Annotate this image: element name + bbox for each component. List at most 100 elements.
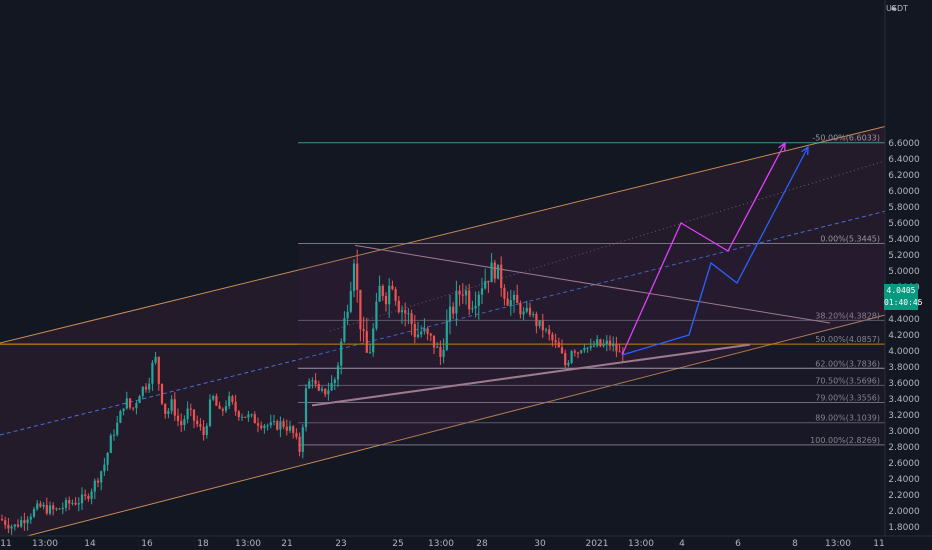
candle-body <box>519 303 522 315</box>
candle-body <box>106 452 109 465</box>
candle-body <box>100 471 103 483</box>
candle-body <box>554 340 557 343</box>
last-price-tag: 4.0405 01:40:45 <box>884 284 923 310</box>
candle-body <box>493 262 496 279</box>
candle-body <box>471 308 474 310</box>
fib-level-label: 70.50%(3.5696) <box>815 376 880 385</box>
candle-body <box>285 426 288 431</box>
x-tick-label: 13:00 <box>825 539 851 549</box>
candle-body <box>413 323 416 337</box>
candle-body <box>461 294 464 296</box>
candle-body <box>436 346 439 348</box>
candle-body <box>64 500 68 508</box>
y-tick-label: 6.0000 <box>888 187 920 197</box>
y-tick-label: 3.6000 <box>888 379 920 389</box>
candle-body <box>583 348 586 351</box>
candle-body <box>45 504 48 514</box>
candle-body <box>234 401 237 412</box>
candle-body <box>68 500 71 504</box>
candle-body <box>109 435 112 453</box>
candle-body <box>128 398 132 408</box>
candle-body <box>292 426 295 434</box>
candle-body <box>512 294 516 301</box>
candle-body <box>580 350 583 353</box>
candle-body <box>391 285 394 290</box>
candle-body <box>61 507 64 510</box>
blue-projection-arrowhead <box>801 145 809 156</box>
candle-body <box>138 396 141 404</box>
candle-body <box>7 524 10 529</box>
candle-body <box>39 503 42 507</box>
channel-inner-line <box>329 160 887 332</box>
candle-body <box>362 329 365 332</box>
candle-body <box>298 436 301 452</box>
x-tick-label: 25 <box>392 539 403 549</box>
candle-body <box>400 310 404 313</box>
candle-body <box>205 426 208 436</box>
candle-body <box>378 285 381 302</box>
channel-fill <box>0 115 932 543</box>
candle-body <box>586 347 589 349</box>
candle-body <box>541 320 544 331</box>
candle-body <box>77 503 80 505</box>
candle-body <box>372 328 375 353</box>
x-tick-label: 6 <box>735 539 741 549</box>
y-tick-label: 3.4000 <box>888 395 920 405</box>
candle-body <box>496 264 500 279</box>
candle-body <box>87 495 90 499</box>
x-tick-label: 2021 <box>586 539 609 549</box>
candle-body <box>272 421 276 423</box>
candle-body <box>340 341 343 366</box>
candle-body <box>135 403 138 409</box>
candle-body <box>218 405 221 409</box>
candle-body <box>394 289 397 301</box>
y-tick-label: 5.0000 <box>888 267 920 277</box>
candle-body <box>509 300 512 306</box>
y-tick-label: 5.6000 <box>888 219 920 229</box>
candle-body <box>231 396 234 402</box>
candle-body <box>154 356 157 363</box>
candle-body <box>567 362 570 366</box>
candle-body <box>464 290 468 296</box>
resistance-trendline <box>354 244 831 324</box>
candle-body <box>365 331 368 353</box>
candle-body <box>276 421 279 430</box>
candle-body <box>10 526 13 529</box>
candle-body <box>282 421 285 427</box>
y-tick-label: 3.0000 <box>888 427 920 437</box>
candle-body <box>490 262 493 283</box>
candle-body <box>71 502 74 504</box>
candle-body <box>160 383 164 404</box>
y-tick-label: 5.2000 <box>888 251 920 261</box>
candle-body <box>247 414 250 418</box>
candle-body <box>384 296 388 305</box>
candle-body <box>269 422 272 426</box>
x-tick-label: 23 <box>335 539 346 549</box>
candle-body <box>573 351 576 353</box>
candle-body <box>327 390 330 395</box>
candle-body <box>256 423 260 426</box>
candle-body <box>397 300 400 313</box>
candle-body <box>58 508 61 510</box>
candle-body <box>80 494 84 504</box>
x-tick-label: 13:00 <box>628 539 654 549</box>
candle-body <box>352 263 356 291</box>
lock-icon[interactable]: 🔒︎ <box>891 3 896 13</box>
x-tick-label: 21 <box>281 539 292 549</box>
candle-body <box>538 320 541 327</box>
candle-body <box>215 396 218 406</box>
candle-body <box>368 352 372 354</box>
candle-body <box>260 425 263 428</box>
candle-body <box>477 294 480 306</box>
candle-body <box>560 347 564 354</box>
candle-body <box>119 411 122 423</box>
candle-body <box>173 399 176 416</box>
candle-body <box>186 408 189 420</box>
magenta-projection-arrowhead <box>778 141 786 152</box>
candle-body <box>196 420 199 425</box>
candle-body <box>455 290 458 314</box>
y-tick-label: 6.4000 <box>888 155 920 165</box>
candle-body <box>416 334 420 337</box>
y-tick-label: 2.2000 <box>888 491 920 501</box>
